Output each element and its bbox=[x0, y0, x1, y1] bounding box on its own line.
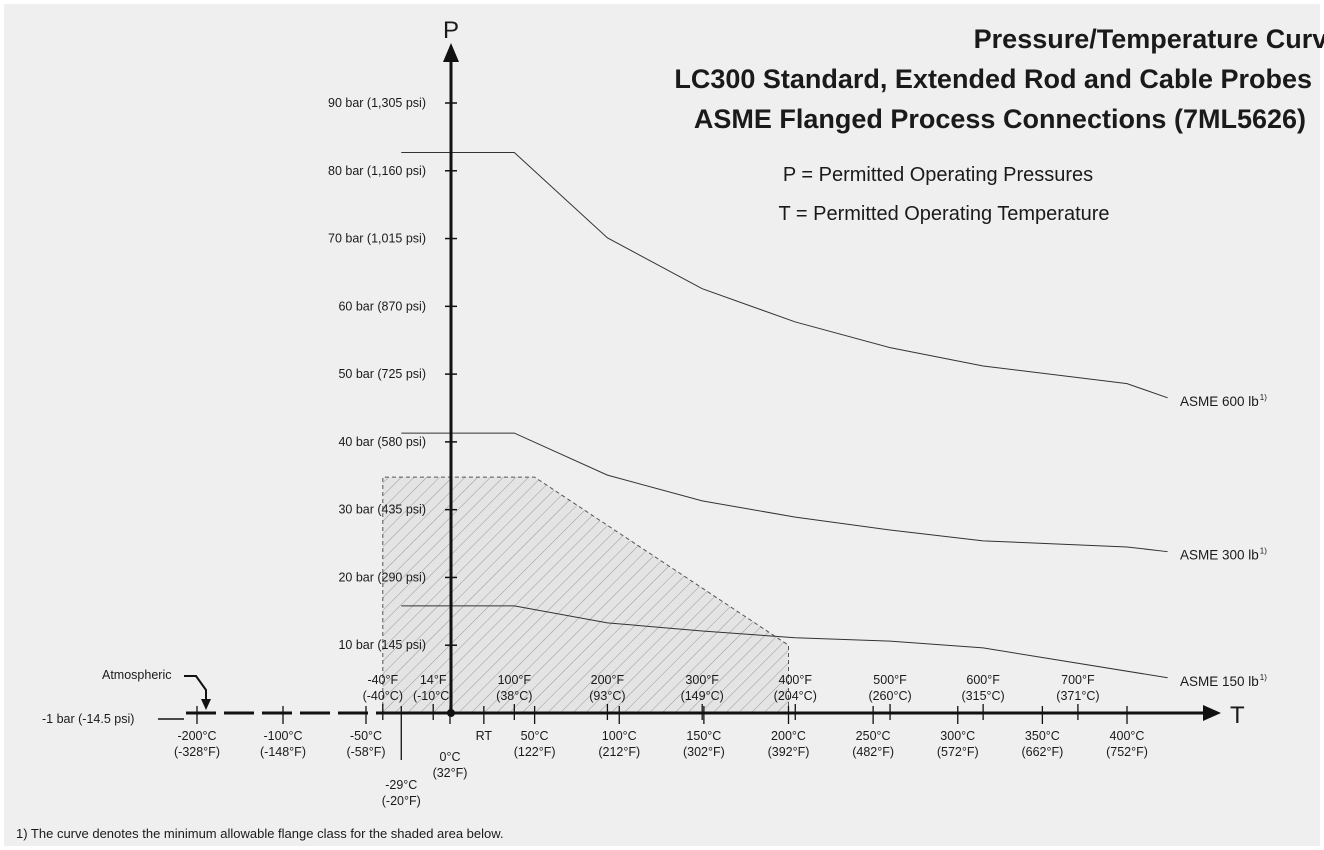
y-tick-label: 80 bar (1,160 psi) bbox=[328, 164, 426, 178]
x-tick-label: -200°C bbox=[177, 729, 216, 743]
x-tick-label: 250°C bbox=[856, 729, 891, 743]
subtitle: T = Permitted Operating Temperature bbox=[778, 203, 1109, 225]
plot: 10 bar (145 psi) 20 bar (290 psi) 30 bar (… bbox=[174, 96, 1267, 808]
annotation-arrowhead bbox=[201, 699, 211, 710]
series-note: 1) bbox=[1260, 547, 1267, 556]
x-tick-top-label: (260°C) bbox=[868, 689, 911, 703]
y-axis-label: P bbox=[443, 17, 459, 44]
footnote: 1) The curve denotes the minimum allowab… bbox=[16, 826, 504, 841]
x-tick-top-label: 14°F bbox=[420, 673, 447, 687]
x-tick-top-label: (371°C) bbox=[1056, 689, 1099, 703]
x-tick-top-label: (315°C) bbox=[962, 689, 1005, 703]
annotation: Atmospheric bbox=[102, 668, 171, 682]
x-tick-label: (572°F) bbox=[937, 745, 979, 759]
title-line: LC300 Standard, Extended Rod and Cable P… bbox=[674, 64, 1312, 94]
y-tick-label: 20 bar (290 psi) bbox=[338, 570, 426, 584]
x-tick-label: (-328°F) bbox=[174, 745, 220, 759]
x-tick-label: (392°F) bbox=[768, 745, 810, 759]
x-tick-label: (752°F) bbox=[1106, 745, 1148, 759]
x-tick-top-label: -40°F bbox=[367, 673, 398, 687]
x-tick-label: 50°C bbox=[521, 729, 549, 743]
y-tick-label: 90 bar (1,305 psi) bbox=[328, 96, 426, 110]
title-line: Pressure/Temperature Curve bbox=[974, 24, 1324, 54]
y-tick-label: 30 bar (435 psi) bbox=[338, 503, 426, 517]
x-tick-label: 400°C bbox=[1110, 729, 1145, 743]
x-tick-label: 300°C bbox=[940, 729, 975, 743]
x-tick-label: 0°C bbox=[440, 750, 461, 764]
curve bbox=[401, 151, 1168, 399]
x-tick-top-label: (204°C) bbox=[774, 689, 817, 703]
x-tick-label: (-58°F) bbox=[346, 745, 385, 759]
x-tick-top-label: (-10°C) bbox=[413, 689, 453, 703]
x-axis-arrow bbox=[1203, 705, 1221, 721]
x-tick-label: (302°F) bbox=[683, 745, 725, 759]
x-tick-top-label: (93°C) bbox=[589, 689, 625, 703]
series-label: ASME 600 lb bbox=[1180, 394, 1259, 409]
x-tick-label: (662°F) bbox=[1021, 745, 1063, 759]
x-tick-label: (32°F) bbox=[433, 766, 468, 780]
x-tick-label: -100°C bbox=[263, 729, 302, 743]
annotation-arrow bbox=[184, 675, 207, 706]
title-line: ASME Flanged Process Connections (7ML562… bbox=[694, 104, 1306, 134]
series-label: ASME 300 lb bbox=[1180, 548, 1259, 563]
x-tick-label: 100°C bbox=[602, 729, 637, 743]
x-tick-top-label: (-40°C) bbox=[363, 689, 403, 703]
x-tick-label: (212°F) bbox=[598, 745, 640, 759]
x-tick-label: (482°F) bbox=[852, 745, 894, 759]
origin bbox=[447, 709, 455, 717]
baseline-label: -1 bar (-14.5 psi) bbox=[42, 712, 134, 726]
y-tick-label: 60 bar (870 psi) bbox=[338, 299, 426, 313]
title: Pressure/Temperature Curve LC300 Standar… bbox=[674, 24, 1324, 134]
y-axis-arrow bbox=[443, 43, 459, 62]
x-tick-label: -50°C bbox=[350, 729, 382, 743]
x-tick-label: (-20°F) bbox=[382, 794, 421, 808]
y-tick-label: 70 bar (1,015 psi) bbox=[328, 232, 426, 246]
y-tick-label: 40 bar (580 psi) bbox=[338, 435, 426, 449]
y-tick-label: 50 bar (725 psi) bbox=[338, 367, 426, 381]
x-tick-top-label: 200°F bbox=[591, 673, 625, 687]
x-tick-top-label: 400°F bbox=[779, 673, 813, 687]
x-tick-top-label: (38°C) bbox=[496, 689, 532, 703]
x-tick-top-label: 600°F bbox=[966, 673, 1000, 687]
x-tick-label: -29°C bbox=[385, 778, 417, 792]
x-tick-label: RT bbox=[476, 729, 493, 743]
x-tick-top-label: 100°F bbox=[498, 673, 532, 687]
curve bbox=[401, 605, 1168, 679]
x-tick-top-label: 700°F bbox=[1061, 673, 1095, 687]
x-tick-label: 150°C bbox=[686, 729, 721, 743]
x-tick-label: (-148°F) bbox=[260, 745, 306, 759]
x-tick-label: 200°C bbox=[771, 729, 806, 743]
y-tick-label: 10 bar (145 psi) bbox=[338, 638, 426, 652]
x-axis-label: T bbox=[1230, 702, 1245, 729]
series-note: 1) bbox=[1260, 673, 1267, 682]
x-tick-top-label: 300°F bbox=[685, 673, 719, 687]
curve bbox=[401, 432, 1168, 553]
x-tick-top-label: (149°C) bbox=[681, 689, 724, 703]
series-label: ASME 150 lb bbox=[1180, 674, 1259, 689]
x-tick-label: (122°F) bbox=[514, 745, 556, 759]
subtitle: P = Permitted Operating Pressures bbox=[783, 164, 1093, 186]
series-note: 1) bbox=[1260, 393, 1267, 402]
x-tick-label: 350°C bbox=[1025, 729, 1060, 743]
x-tick-top-label: 500°F bbox=[873, 673, 907, 687]
